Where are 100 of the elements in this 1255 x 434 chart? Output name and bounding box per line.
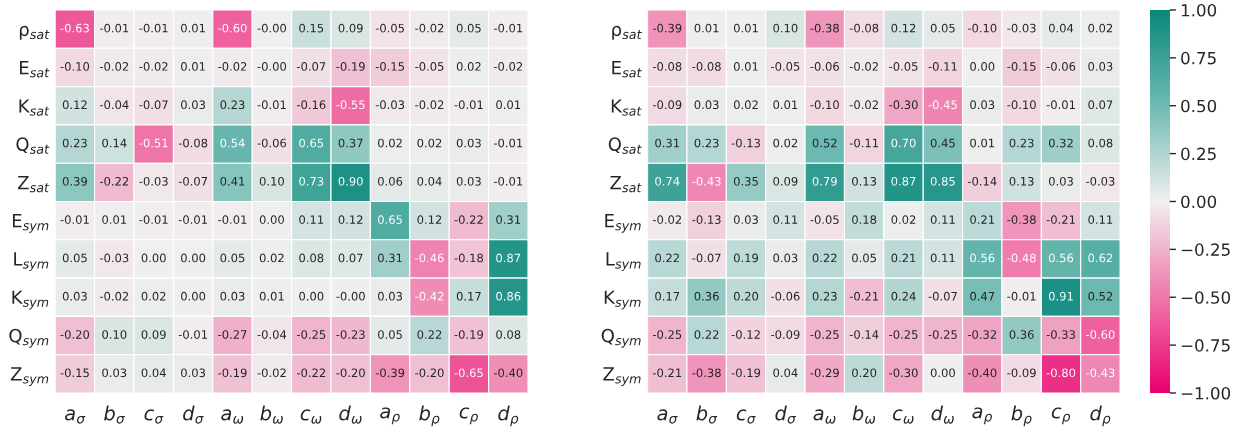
color-bar-label: 0.75 [1181,51,1216,65]
data-label: 0.31 [378,253,402,263]
data-label: 0.20 [733,291,759,301]
x-tick-label: b$_{ω}$ [852,405,876,424]
data-label: -0.02 [493,62,523,71]
data-label: 0.03 [456,176,481,186]
data-label: 0.01 [694,23,719,33]
data-label: -0.38 [692,368,721,378]
x-tick-label: a$_{ω}$ [221,409,244,424]
data-label: 0.90 [338,176,363,186]
data-label: -0.11 [849,138,878,148]
data-label: -0.02 [415,100,444,110]
data-label: 0.03 [102,368,127,378]
data-label: -0.02 [218,62,247,71]
data-label: 0.39 [62,176,87,186]
data-label: -0.02 [849,100,878,110]
data-label: 0.01 [970,138,995,148]
data-label: -0.39 [652,23,682,33]
data-label: -0.01 [1046,100,1075,110]
data-label: -0.07 [692,253,721,263]
data-label: -0.12 [731,330,760,339]
data-label: 0.86 [496,291,521,301]
data-label: 0.65 [378,215,402,224]
data-label: 0.54 [220,138,245,148]
data-label: 0.11 [1088,215,1113,224]
data-label: -0.02 [415,23,444,33]
x-tick-label: d$_{σ}$ [775,405,797,424]
data-label: -0.05 [771,62,800,71]
data-label: 0.31 [496,215,521,224]
data-label: -0.01 [257,100,286,110]
data-label: -0.25 [652,330,682,339]
data-label: 0.06 [378,176,403,186]
data-label: 0.01 [259,291,284,301]
data-label: -0.01 [493,23,523,33]
data-label: 0.02 [891,215,916,224]
data-label: 0.24 [891,291,916,301]
x-tick-label: d$_{ρ}$ [498,405,519,427]
data-label: -0.13 [731,138,761,148]
data-label: -0.10 [1007,100,1036,110]
y-tick-label: E$_{sym}$ [12,214,49,233]
data-label: -0.06 [257,138,287,148]
data-label: 0.12 [891,23,916,33]
data-label: 0.03 [220,291,245,301]
data-label: 0.85 [930,176,955,186]
data-label: -0.01 [99,23,129,33]
data-label: -0.32 [967,330,997,339]
data-label: -0.22 [99,176,129,186]
data-label: 0.10 [773,23,798,33]
x-tick-label: d$_{ω}$ [931,405,954,424]
y-tick-label: Q$_{sym}$ [601,328,641,348]
data-label: -0.04 [99,100,129,110]
y-tick-label: E$_{sat}$ [612,61,642,78]
data-label: -0.01 [1007,291,1036,301]
data-label: -0.42 [415,291,444,301]
x-tick-label: d$_{ω}$ [339,405,362,424]
data-label: -0.09 [1007,368,1036,378]
data-label: -0.01 [493,176,523,186]
x-tick-label: a$_{ρ}$ [380,407,400,425]
color-bar-label: −0.25 [1181,243,1230,256]
data-label: -0.25 [889,330,918,339]
data-label: -0.09 [771,330,800,339]
color-bar-label: 0.50 [1181,99,1217,113]
data-label: -0.14 [849,330,879,339]
data-label: 0.02 [141,291,166,301]
data-label: -0.80 [1046,368,1076,378]
data-label: 0.01 [102,215,127,224]
x-tick-label: c$_{σ}$ [736,409,756,424]
data-label: 0.21 [970,215,995,224]
data-label: -0.05 [810,215,839,224]
y-tick-label: Z$_{sym}$ [10,367,49,386]
y-tick-label: E$_{sat}$ [20,61,50,78]
data-label: 0.37 [338,138,363,148]
data-label: -0.30 [889,100,918,110]
data-label: 0.23 [62,138,87,148]
data-label: -0.43 [692,176,721,186]
data-label: -0.63 [60,23,89,33]
data-label: -0.02 [99,291,129,301]
data-label: 0.01 [496,100,521,110]
data-label: -0.19 [218,368,247,378]
data-label: 0.09 [773,176,798,186]
data-label: 0.03 [970,100,995,110]
data-label: 0.01 [733,23,758,33]
y-tick-label: K$_{sat}$ [611,99,642,116]
data-label: 0.03 [456,138,481,148]
data-label: -0.25 [296,330,326,339]
data-label: -0.13 [692,215,721,224]
y-tick-label: K$_{sym}$ [12,290,49,310]
color-bar-label: 0.25 [1181,147,1216,161]
data-label: 0.07 [338,253,363,263]
data-label: -0.33 [1046,330,1076,339]
data-label: -0.20 [60,330,90,339]
x-tick-label: c$_{ω}$ [892,409,914,424]
data-label: -0.22 [296,368,326,378]
data-label: -0.05 [415,62,444,71]
data-label: 0.00 [181,253,206,263]
x-tick-label: d$_{ρ}$ [1090,405,1111,427]
data-label: 0.07 [1088,100,1113,110]
data-label: 0.08 [1088,138,1113,148]
data-label: 0.12 [62,100,87,110]
data-label: 0.05 [456,23,481,33]
